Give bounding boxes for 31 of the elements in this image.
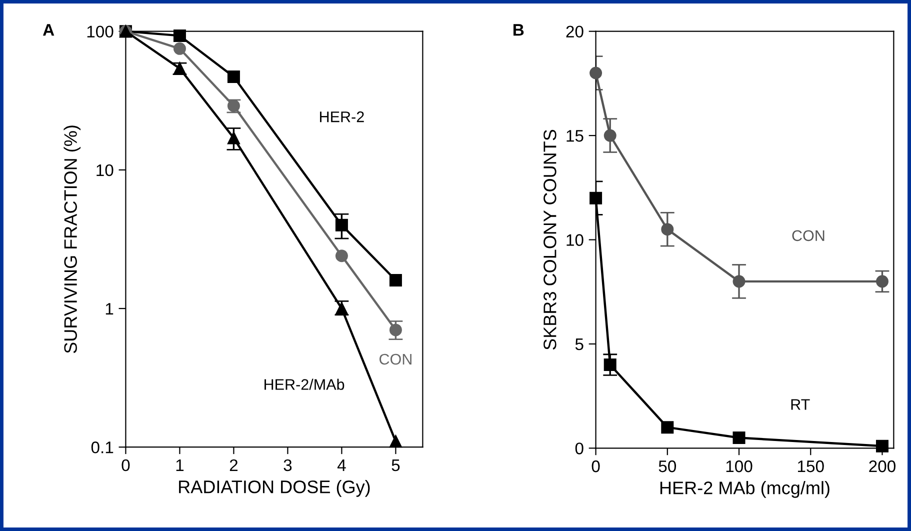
y-tick-label: 10 (566, 234, 584, 246)
x-tick-label: 150 (798, 460, 824, 472)
x-tick-label: 3 (284, 459, 292, 472)
y-tick-label: 0 (575, 442, 584, 454)
y-tick-label: 10 (96, 164, 114, 176)
x-tick-label: 50 (658, 460, 676, 472)
x-axis-title: HER-2 MAb (mcg/ml) (660, 481, 830, 498)
y-tick-label: 100 (87, 26, 114, 38)
series-label: HER-2/MAb (264, 378, 344, 390)
x-tick-label: 2 (230, 459, 238, 471)
y-tick-label: 20 (566, 26, 584, 38)
y-tick-label: 0.1 (91, 442, 114, 454)
y-tick-label: 1 (106, 303, 114, 315)
x-axis-title: RADIATION DOSE (Gy) (179, 480, 370, 497)
y-tick-label: 5 (575, 338, 584, 350)
y-axis-title: SKBR3 COLONY COUNTS (544, 130, 556, 350)
x-tick-label: 0 (592, 460, 600, 472)
x-tick-label: 5 (392, 460, 400, 472)
x-tick-label: 200 (869, 460, 896, 472)
series-label: CON (380, 354, 412, 365)
x-tick-label: 4 (337, 460, 346, 471)
x-tick-label: 100 (726, 460, 752, 472)
text: HER-2 (320, 111, 364, 122)
text: CON (792, 230, 824, 242)
x-tick-label: 0 (122, 459, 130, 472)
text: A (42, 24, 54, 36)
text: RT (791, 399, 810, 410)
y-tick-label: 15 (566, 130, 584, 142)
y-axis-title: SURVIVING FRACTION (%) (64, 126, 81, 354)
text: B (513, 24, 524, 36)
x-tick-label: 1 (176, 460, 184, 471)
